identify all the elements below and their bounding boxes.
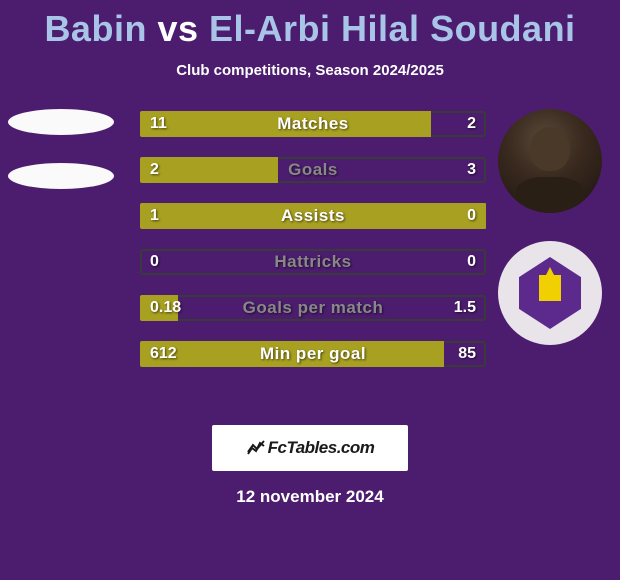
- player1-badge-placeholder: [8, 163, 114, 189]
- stat-label: Goals per match: [140, 298, 486, 318]
- stat-label: Min per goal: [140, 344, 486, 364]
- stat-row: 10Assists: [138, 201, 488, 231]
- player1-name: Babin: [44, 8, 147, 49]
- logo-box: FcTables.com: [212, 425, 408, 471]
- date: 12 november 2024: [0, 487, 620, 507]
- stat-row: 61285Min per goal: [138, 339, 488, 369]
- logo-text: FcTables.com: [246, 438, 375, 459]
- player2-column: [498, 109, 602, 345]
- stat-row: 00Hattricks: [138, 247, 488, 277]
- stat-label: Goals: [140, 160, 486, 180]
- stat-label: Hattricks: [140, 252, 486, 272]
- player2-avatar: [498, 109, 602, 213]
- comparison-title: Babin vs El-Arbi Hilal Soudani: [0, 0, 620, 50]
- player2-club-badge: [498, 241, 602, 345]
- subtitle: Club competitions, Season 2024/2025: [0, 62, 620, 79]
- chart-icon: [246, 438, 266, 458]
- player2-name: El-Arbi Hilal Soudani: [209, 8, 576, 49]
- stat-row: 23Goals: [138, 155, 488, 185]
- stat-row: 0.181.5Goals per match: [138, 293, 488, 323]
- main-area: 112Matches 23Goals 10Assists 00Hattricks 0.1…: [0, 109, 620, 409]
- stat-label: Matches: [140, 114, 486, 134]
- player1-avatar-placeholder: [8, 109, 114, 135]
- stat-row: 112Matches: [138, 109, 488, 139]
- stats-bars: 112Matches 23Goals 10Assists 00Hattricks 0.1…: [138, 109, 488, 385]
- stat-label: Assists: [140, 206, 486, 226]
- vs-text: vs: [157, 8, 198, 49]
- maribor-crest-icon: [519, 257, 581, 329]
- player1-column: [8, 109, 114, 217]
